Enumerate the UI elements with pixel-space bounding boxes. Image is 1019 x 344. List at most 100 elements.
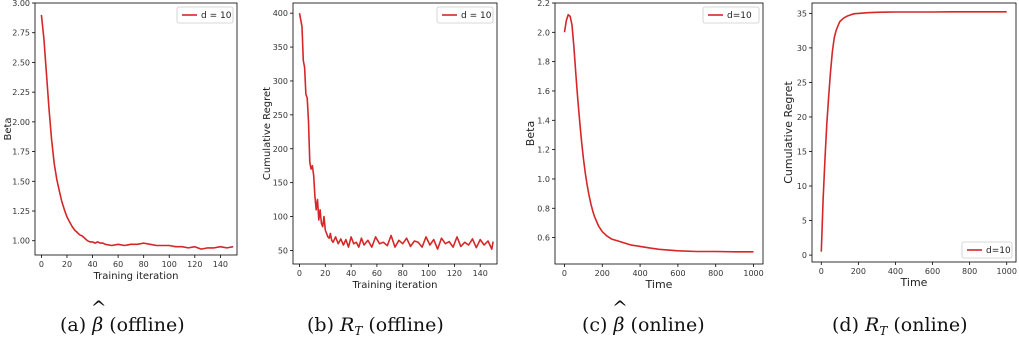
y-tick-label: 1.0 <box>537 175 550 184</box>
x-tick-label: 140 <box>213 260 228 269</box>
y-tick-label: 300 <box>273 77 288 86</box>
x-tick-label: 400 <box>632 269 647 278</box>
x-tick-label: 20 <box>62 260 72 269</box>
caption-subscript: T <box>879 324 888 338</box>
y-tick-label: 2.00 <box>12 118 30 127</box>
x-tick-label: 40 <box>87 260 97 269</box>
x-tick-label: 200 <box>851 267 866 276</box>
y-tick-label: 1.8 <box>537 58 550 67</box>
caption-suffix: (offline) <box>103 314 184 336</box>
legend: d=10 <box>961 241 1013 259</box>
x-tick-label: 0 <box>297 269 302 278</box>
y-tick-label: 0 <box>802 251 807 260</box>
x-axis-label: Time <box>900 276 928 289</box>
x-tick-label: 80 <box>139 260 149 269</box>
y-tick-label: 15 <box>797 147 807 156</box>
y-tick-label: 2.2 <box>537 0 550 8</box>
y-tick-label: 0.6 <box>537 234 550 243</box>
x-tick-label: 600 <box>925 267 940 276</box>
panel-caption: (b) RT (offline) <box>307 314 444 338</box>
caption-prefix: (a) <box>60 314 92 336</box>
x-tick-label: 800 <box>708 269 723 278</box>
caption-suffix: (online) <box>625 314 705 336</box>
y-tick-label: 350 <box>273 43 288 52</box>
y-tick-label: 150 <box>273 179 288 188</box>
y-tick-label: 250 <box>273 111 288 120</box>
x-axis-label: Training iteration <box>93 271 179 282</box>
x-tick-label: 60 <box>372 269 382 278</box>
panel-caption: (c) β (online) <box>582 314 705 336</box>
y-tick-label: 1.6 <box>537 87 550 96</box>
x-tick-label: 20 <box>320 269 330 278</box>
x-tick-label: 80 <box>398 269 408 278</box>
y-tick-label: 1.50 <box>12 177 30 186</box>
caption-prefix: (c) <box>582 314 614 336</box>
y-tick-label: 100 <box>273 213 288 222</box>
x-tick-label: 60 <box>113 260 123 269</box>
x-tick-label: 800 <box>962 267 977 276</box>
y-tick-label: 0.8 <box>537 204 550 213</box>
panel-caption: (a) β (offline) <box>60 314 185 336</box>
caption-hat: ^ <box>612 297 628 319</box>
plot-frame <box>811 2 1017 263</box>
legend-box <box>702 6 760 24</box>
caption-subscript: T <box>354 324 363 338</box>
x-tick-label: 140 <box>473 269 488 278</box>
y-tick-label: 200 <box>273 145 288 154</box>
y-axis-label: Cumulative Regret <box>782 81 795 184</box>
y-tick-label: 5 <box>802 217 807 226</box>
y-tick-label: 20 <box>797 113 807 122</box>
caption-suffix: (online) <box>887 314 967 336</box>
legend-label: d=10 <box>727 11 752 21</box>
caption-prefix: (d) <box>832 314 865 336</box>
x-tick-label: 100 <box>421 269 436 278</box>
legend: d = 10 <box>176 6 234 24</box>
x-tick-label: 600 <box>670 269 685 278</box>
y-tick-label: 2.0 <box>537 28 550 37</box>
x-tick-label: 400 <box>888 267 903 276</box>
legend-label: d = 10 <box>201 11 232 21</box>
plot-frame <box>34 2 238 256</box>
y-tick-label: 2.25 <box>12 88 30 97</box>
x-tick-label: 0 <box>39 260 44 269</box>
y-tick-label: 30 <box>797 44 807 53</box>
panel-caption: (d) RT (online) <box>832 314 968 338</box>
y-tick-label: 35 <box>797 9 807 18</box>
legend-label: d = 10 <box>461 11 492 21</box>
x-tick-label: 200 <box>595 269 610 278</box>
x-tick-label: 0 <box>819 267 824 276</box>
caption-symbol: β <box>91 314 103 336</box>
x-tick-label: 100 <box>162 260 177 269</box>
y-tick-label: 2.50 <box>12 58 30 67</box>
caption-hat: ^ <box>91 297 107 319</box>
series-line <box>298 13 494 250</box>
y-axis-label: Cumulative Regret <box>262 87 273 180</box>
y-tick-label: 1.75 <box>12 148 30 157</box>
chart-panel-4: 0 200 400 600 800 1000 0 5 10 15 20 25 30 35 Time Cumul… <box>782 2 1017 338</box>
x-axis-label: Training iteration <box>352 280 438 291</box>
legend: d=10 <box>702 6 760 24</box>
legend: d = 10 <box>436 6 494 24</box>
y-tick-label: 1.2 <box>537 146 550 155</box>
y-tick-label: 1.4 <box>537 116 550 125</box>
y-tick-label: 400 <box>273 9 288 18</box>
plot-frame <box>554 2 764 265</box>
legend-box <box>436 6 494 24</box>
x-axis-label: Time <box>645 278 673 291</box>
x-tick-label: 0 <box>562 269 567 278</box>
chart-panel-2: 0 20 40 60 80 100 120 140 50 100 150 200 250 300 350 40… <box>262 2 498 338</box>
y-tick-label: 1.00 <box>12 237 30 246</box>
legend-box <box>176 6 234 24</box>
y-tick-label: 3.00 <box>12 0 30 8</box>
legend-label: d=10 <box>986 246 1011 256</box>
y-tick-label: 25 <box>797 78 807 87</box>
y-axis-label: Beta <box>3 117 14 140</box>
x-tick-label: 40 <box>346 269 356 278</box>
series-line <box>563 13 754 253</box>
chart-panel-1: 0 20 40 60 80 100 120 140 1.00 1.25 1.50 1.75 2.00 2.… <box>3 0 238 336</box>
plot-frame <box>292 2 498 265</box>
y-tick-label: 2.75 <box>12 29 30 38</box>
x-tick-label: 120 <box>187 260 202 269</box>
x-tick-label: 120 <box>447 269 462 278</box>
